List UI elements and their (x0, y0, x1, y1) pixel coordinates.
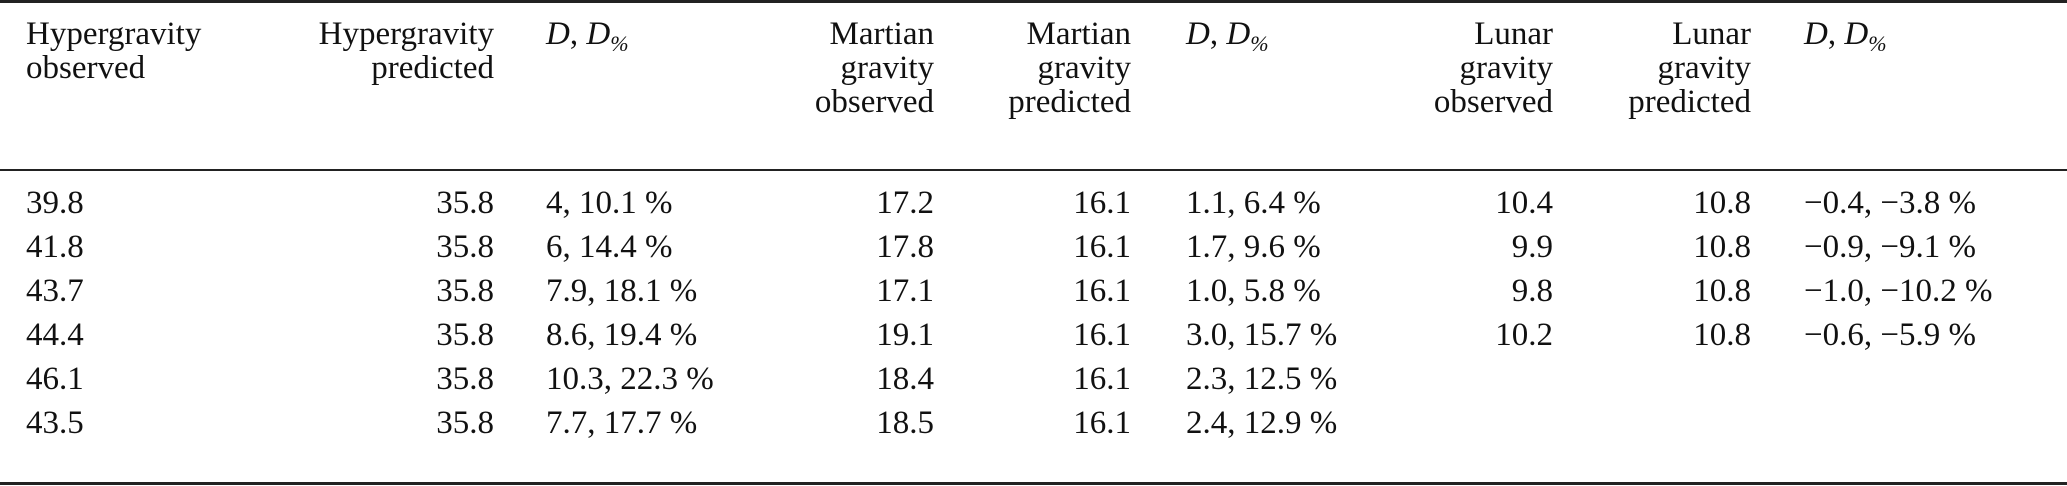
table-top-rule (0, 0, 2067, 3)
table-cell-r3-c0: 44.4 (26, 317, 84, 353)
table-cell-r2-c0: 43.7 (26, 273, 84, 309)
header-cell-c8-l0: D, D% (1804, 16, 1887, 56)
header-cell-c2-l0: D, D% (546, 16, 629, 56)
table-cell-r0-c2: 4, 10.1 % (546, 185, 673, 221)
header-cell-c0-l1: observed (26, 50, 146, 86)
header-cell-c5-l0: D, D% (1186, 16, 1269, 56)
table-cell-r5-c3: 18.5 (876, 405, 934, 441)
table-cell-r4-c2: 10.3, 22.3 % (546, 361, 714, 397)
header-cell-c4-l2: predicted (1008, 84, 1131, 120)
table-cell-r4-c1: 35.8 (436, 361, 494, 397)
table-cell-r3-c1: 35.8 (436, 317, 494, 353)
table-cell-r3-c5: 3.0, 15.7 % (1186, 317, 1338, 353)
table-cell-r1-c8: −0.9, −9.1 % (1804, 229, 1976, 265)
table-cell-r0-c8: −0.4, −3.8 % (1804, 185, 1976, 221)
header-cell-c7-l0: Lunar (1672, 16, 1751, 52)
table-cell-r4-c4: 16.1 (1073, 361, 1131, 397)
header-cell-c1-l0: Hypergravity (318, 16, 494, 52)
table-cell-r4-c3: 18.4 (876, 361, 934, 397)
header-cell-c6-l2: observed (1433, 84, 1553, 120)
table-cell-r5-c2: 7.7, 17.7 % (546, 405, 698, 441)
header-cell-c7-l1: gravity (1657, 50, 1751, 86)
table-cell-r1-c1: 35.8 (436, 229, 494, 265)
table-cell-r0-c3: 17.2 (876, 185, 934, 221)
table-cell-r3-c4: 16.1 (1073, 317, 1131, 353)
table-cell-r1-c3: 17.8 (876, 229, 934, 265)
table-cell-r3-c6: 10.2 (1495, 317, 1553, 353)
header-cell-c1-l1: predicted (371, 50, 494, 86)
header-cell-c3-l1: gravity (840, 50, 934, 86)
table-cell-r1-c2: 6, 14.4 % (546, 229, 673, 265)
table-cell-r4-c5: 2.3, 12.5 % (1186, 361, 1338, 397)
header-cell-c6-l1: gravity (1459, 50, 1553, 86)
table-cell-r3-c7: 10.8 (1693, 317, 1751, 353)
table-cell-r0-c1: 35.8 (436, 185, 494, 221)
table-cell-r1-c7: 10.8 (1693, 229, 1751, 265)
table-cell-r4-c0: 46.1 (26, 361, 84, 397)
table-cell-r1-c6: 9.9 (1511, 229, 1553, 265)
table-cell-r2-c4: 16.1 (1073, 273, 1131, 309)
table-cell-r2-c5: 1.0, 5.8 % (1186, 273, 1321, 309)
table-cell-r5-c1: 35.8 (436, 405, 494, 441)
table-cell-r2-c8: −1.0, −10.2 % (1804, 273, 1993, 309)
table-cell-r0-c6: 10.4 (1495, 185, 1553, 221)
header-cell-c3-l2: observed (814, 84, 934, 120)
table-cell-r1-c0: 41.8 (26, 229, 84, 265)
header-cell-c4-l0: Martian (1026, 16, 1131, 52)
table-cell-r3-c3: 19.1 (876, 317, 934, 353)
table-cell-r5-c5: 2.4, 12.9 % (1186, 405, 1338, 441)
header-cell-c0-l0: Hypergravity (26, 16, 202, 52)
table-cell-r2-c1: 35.8 (436, 273, 494, 309)
table-cell-r0-c0: 39.8 (26, 185, 84, 221)
table-cell-r0-c4: 16.1 (1073, 185, 1131, 221)
table-cell-r2-c7: 10.8 (1693, 273, 1751, 309)
header-cell-c6-l0: Lunar (1474, 16, 1553, 52)
table-cell-r5-c4: 16.1 (1073, 405, 1131, 441)
header-cell-c3-l0: Martian (829, 16, 934, 52)
table-header-rule (0, 169, 2067, 171)
table-cell-r1-c4: 16.1 (1073, 229, 1131, 265)
header-cell-c7-l2: predicted (1628, 84, 1751, 120)
table-cell-r0-c5: 1.1, 6.4 % (1186, 185, 1321, 221)
table-cell-r3-c2: 8.6, 19.4 % (546, 317, 698, 353)
table-cell-r2-c6: 9.8 (1511, 273, 1553, 309)
table-cell-r2-c3: 17.1 (876, 273, 934, 309)
table-cell-r5-c0: 43.5 (26, 405, 84, 441)
table-cell-r3-c8: −0.6, −5.9 % (1804, 317, 1976, 353)
table-cell-r2-c2: 7.9, 18.1 % (546, 273, 698, 309)
table-bottom-rule (0, 482, 2067, 485)
header-cell-c4-l1: gravity (1037, 50, 1131, 86)
table-cell-r0-c7: 10.8 (1693, 185, 1751, 221)
table-cell-r1-c5: 1.7, 9.6 % (1186, 229, 1321, 265)
